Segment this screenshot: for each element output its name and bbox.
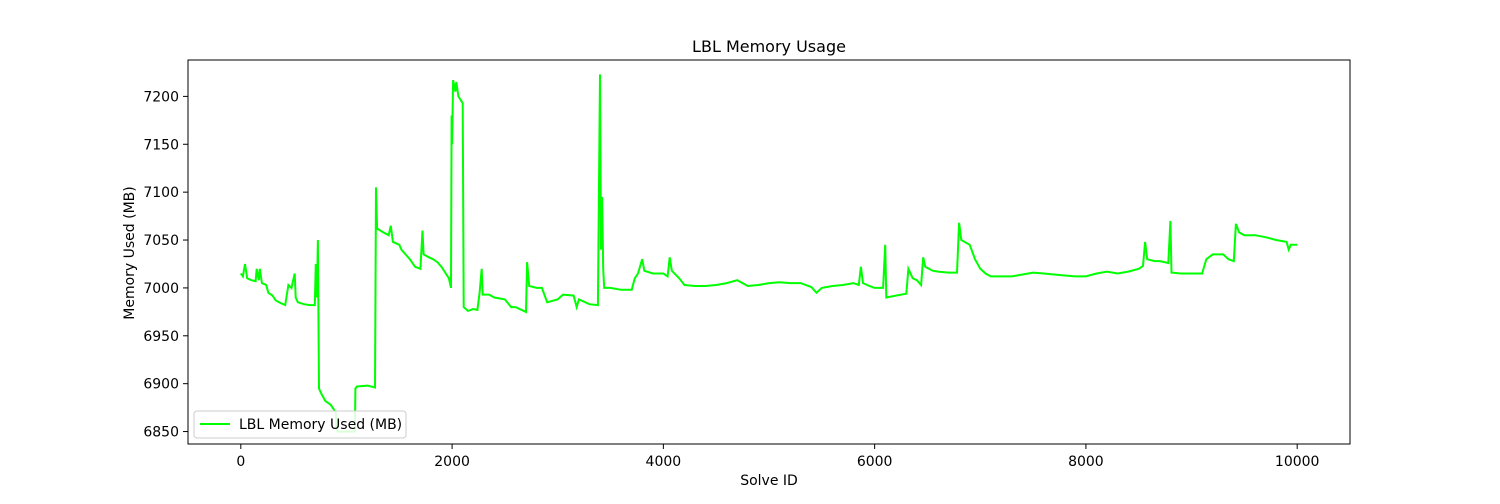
legend: LBL Memory Used (MB) — [193, 410, 407, 439]
x-tick-label: 2000 — [434, 454, 470, 470]
y-tick-label: 6850 — [143, 425, 179, 441]
y-tick-label: 7050 — [143, 233, 179, 249]
chart-title: LBL Memory Usage — [692, 37, 846, 56]
y-axis: 6850 6900 6950 7000 7050 7100 7150 7200 — [143, 89, 188, 441]
x-tick-label: 0 — [236, 454, 245, 470]
x-tick-label: 6000 — [857, 454, 893, 470]
y-tick-label: 7100 — [143, 185, 179, 201]
legend-box — [193, 410, 407, 439]
y-tick-label: 6950 — [143, 329, 179, 345]
y-tick-label: 7200 — [143, 89, 179, 105]
x-axis-label: Solve ID — [740, 473, 798, 489]
x-axis: 0 2000 4000 6000 8000 10000 — [236, 444, 1319, 470]
y-tick-label: 7150 — [143, 137, 179, 153]
y-tick-label: 7000 — [143, 281, 179, 297]
x-tick-label: 10000 — [1275, 454, 1320, 470]
y-axis-label: Memory Used (MB) — [122, 186, 138, 320]
x-tick-label: 8000 — [1068, 454, 1104, 470]
y-tick-label: 6900 — [143, 377, 179, 393]
x-tick-label: 4000 — [646, 454, 682, 470]
legend-label: LBL Memory Used (MB) — [239, 417, 402, 433]
plot-frame — [187, 59, 1351, 445]
